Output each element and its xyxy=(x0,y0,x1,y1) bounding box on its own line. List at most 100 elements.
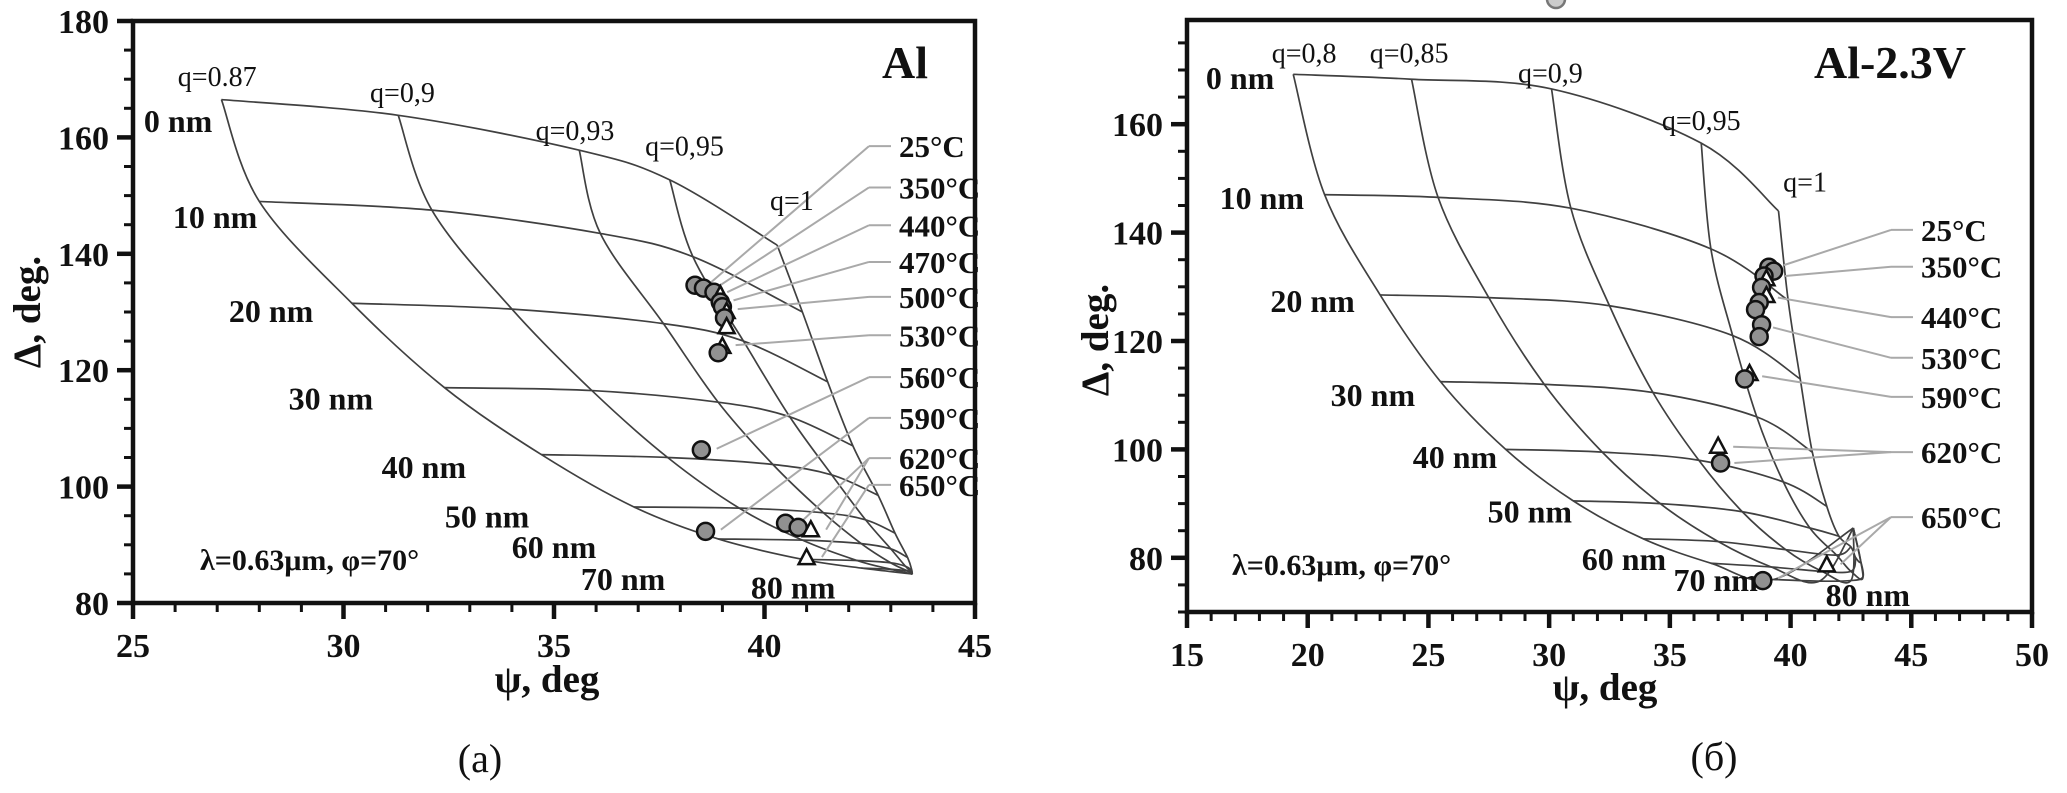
x-tick-label: 40 xyxy=(748,628,782,665)
leader-line xyxy=(1734,451,1892,464)
leader-line xyxy=(716,186,870,289)
y-tick-label: 120 xyxy=(58,353,109,390)
data-point-circle xyxy=(1753,570,1773,591)
data-point-triangle xyxy=(800,518,821,538)
q-grid-line-0.9 xyxy=(397,114,913,575)
x-tick-label: 40 xyxy=(1774,637,1808,674)
panel-caption: (б) xyxy=(1691,734,1738,779)
data-points xyxy=(685,275,821,566)
data-point-circle xyxy=(1734,369,1755,389)
thickness-label: 20 nm xyxy=(1270,283,1355,319)
panel-title: Al xyxy=(882,37,928,88)
axes xyxy=(117,18,978,619)
temperature-label: 440°C xyxy=(899,208,980,243)
x-tick-label: 45 xyxy=(958,628,992,665)
leader-lines xyxy=(1733,228,1913,580)
x-tick-label: 45 xyxy=(1894,637,1928,674)
leader-lines xyxy=(709,145,891,558)
q-value-label: q=0,95 xyxy=(645,132,724,163)
x-tick-label: 35 xyxy=(537,628,571,665)
q-grid-line-0.9 xyxy=(1550,88,1855,584)
leader-line xyxy=(1783,228,1892,267)
plot-box xyxy=(1184,17,2035,615)
thickness-grid-line-50nm xyxy=(633,506,896,534)
thickness-grid-line-0nm xyxy=(221,98,778,246)
thickness-label: 0 nm xyxy=(144,103,213,139)
q-value-label: q=0,9 xyxy=(1518,58,1583,89)
y-tick-label: 100 xyxy=(1112,432,1163,469)
thickness-label: 70 nm xyxy=(581,561,666,597)
temperature-label: 620°C xyxy=(1921,435,2002,470)
thickness-grid-line-40nm xyxy=(541,453,879,497)
thickness-label: 20 nm xyxy=(229,293,314,329)
q-grid-line-0.93 xyxy=(578,149,913,575)
temperature-label: 25°C xyxy=(899,129,965,164)
leader-line xyxy=(800,457,870,523)
thickness-label: 70 nm xyxy=(1674,562,1759,598)
data-point-triangle xyxy=(1708,435,1729,454)
leader-line xyxy=(1784,265,1892,277)
x-axis-title: ψ, deg xyxy=(1553,666,1658,709)
q-value-label: q=1 xyxy=(770,186,814,217)
thickness-label: 0 nm xyxy=(1206,60,1275,96)
leader-line xyxy=(1733,445,1892,454)
leader-line xyxy=(716,376,870,450)
data-point-triangle xyxy=(716,315,737,335)
leader-line xyxy=(709,145,870,284)
x-tick-label: 25 xyxy=(1411,637,1445,674)
q-value-label: q=0,85 xyxy=(1370,39,1449,70)
thickness-grid-line-20nm xyxy=(351,302,829,383)
y-tick-label: 160 xyxy=(58,120,109,157)
temperature-label: 350°C xyxy=(1921,250,2002,285)
temperature-label: 590°C xyxy=(899,401,980,436)
x-tick-label: 20 xyxy=(1291,637,1325,674)
panel-b: 15 20 25 30 35 40 45 50 80 100 120 140 160 Al-2.3V ψ, … xyxy=(1074,17,2049,779)
y-axis-title: Δ, deg. xyxy=(1074,284,1117,396)
data-point-circle xyxy=(691,440,712,460)
lambda-annotation: λ=0.63μm, φ=70° xyxy=(200,544,419,577)
leader-line xyxy=(735,334,870,347)
leader-line xyxy=(1777,296,1892,319)
q-value-label: q=1 xyxy=(1783,168,1827,199)
q-grid-line-1 xyxy=(1777,210,1862,564)
temperature-label: 530°C xyxy=(1921,341,2002,376)
q-grid-line-0.95 xyxy=(1700,143,1864,581)
x-tick-label: 15 xyxy=(1170,637,1204,674)
q-value-label: q=0,95 xyxy=(1662,106,1741,137)
q-value-label: q=0,8 xyxy=(1272,39,1337,70)
y-tick-label: 80 xyxy=(75,586,109,623)
leader-line xyxy=(1839,516,1892,566)
data-point-triangle xyxy=(796,546,817,566)
data-point-circle xyxy=(1710,453,1731,473)
thickness-label: 80 nm xyxy=(751,569,836,605)
q-grid-line-0.8 xyxy=(1292,74,1854,582)
panel-caption: (a) xyxy=(458,736,502,781)
leader-line xyxy=(720,417,870,531)
thickness-grid-line-30nm xyxy=(444,386,854,447)
leader-line xyxy=(1777,516,1892,580)
temperature-label: 25°C xyxy=(1921,213,1987,248)
thickness-label: 40 nm xyxy=(382,449,467,485)
y-tick-label: 80 xyxy=(1129,541,1163,578)
thickness-label: 10 nm xyxy=(173,199,258,235)
temperature-label: 560°C xyxy=(899,360,980,395)
lambda-annotation: λ=0.63μm, φ=70° xyxy=(1232,549,1451,582)
y-tick-label: 180 xyxy=(58,4,109,41)
temperature-label: 470°C xyxy=(899,245,980,280)
thickness-label: 50 nm xyxy=(445,498,530,534)
panel-a: 25 30 35 40 45 80 100 120 140 160 180 Al ψ, deg Δ, de… xyxy=(6,4,992,781)
data-points xyxy=(1708,257,1837,591)
y-tick-label: 160 xyxy=(1112,107,1163,144)
y-axis-title: Δ, deg. xyxy=(6,256,49,368)
q-grid-line-0.85 xyxy=(1410,79,1855,584)
leader-line xyxy=(733,260,870,302)
temperature-label: 350°C xyxy=(899,170,980,205)
thickness-label: 10 nm xyxy=(1220,180,1305,216)
panel-title: Al-2.3V xyxy=(1814,37,1966,88)
thickness-label: 50 nm xyxy=(1488,494,1573,530)
q-value-label: q=0.87 xyxy=(178,62,257,93)
axes xyxy=(1171,17,2035,628)
